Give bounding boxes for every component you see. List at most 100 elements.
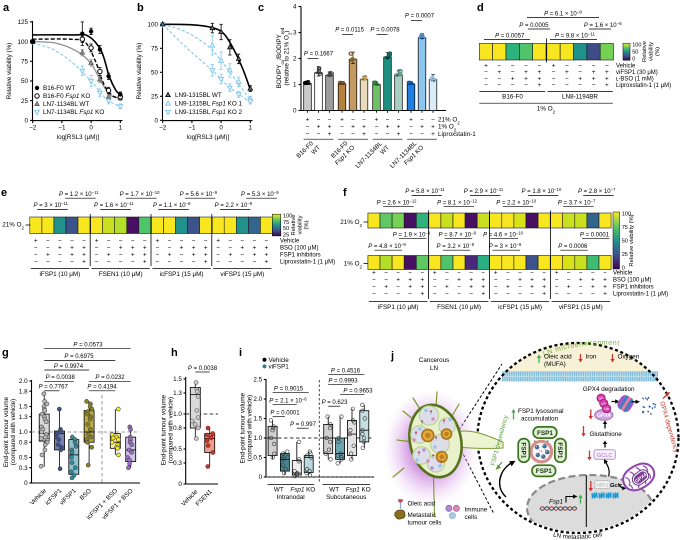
svg-text:+: + (567, 284, 571, 291)
svg-text:−: − (46, 245, 50, 252)
svg-text:P = 0.0001: P = 0.0001 (580, 233, 610, 239)
svg-text:(compared with vehicle): (compared with vehicle) (168, 397, 175, 464)
svg-text:P = 0.7767: P = 0.7767 (39, 385, 69, 391)
svg-text:−: − (457, 284, 461, 291)
svg-text:−: − (34, 252, 38, 259)
svg-text:BSO (100 μM): BSO (100 μM) (613, 278, 651, 284)
svg-text:+: + (555, 270, 559, 277)
svg-text:g: g (2, 347, 9, 359)
svg-text:viFSP1: viFSP1 (58, 487, 78, 507)
svg-text:100: 100 (147, 22, 158, 29)
svg-text:−: − (592, 63, 596, 70)
svg-text:2.0: 2.0 (19, 378, 28, 385)
svg-text:100: 100 (632, 43, 641, 49)
svg-text:−: − (445, 291, 449, 298)
svg-text:−: − (58, 259, 62, 266)
svg-text:viFSP1 (30 μM): viFSP1 (30 μM) (616, 70, 658, 76)
svg-text:−: − (240, 252, 244, 259)
svg-text:+: + (204, 252, 208, 259)
svg-text:FSP1 lysosomal: FSP1 lysosomal (518, 408, 564, 415)
svg-text:−: − (180, 252, 184, 259)
svg-text:LN7-1134BL WT: LN7-1134BL WT (43, 101, 89, 108)
svg-text:−: − (46, 238, 50, 245)
svg-text:−: − (386, 117, 390, 124)
svg-text:−2: −2 (29, 124, 37, 131)
svg-text:−: − (457, 270, 461, 277)
svg-text:viFSP1: viFSP1 (269, 364, 290, 371)
svg-text:−: − (420, 131, 424, 138)
svg-text:P = 0.4516: P = 0.4516 (331, 369, 361, 375)
svg-text:−: − (58, 238, 62, 245)
svg-text:ʟ-BSO (1 mM): ʟ-BSO (1 mM) (616, 77, 654, 83)
svg-text:−: − (506, 270, 510, 277)
svg-text:1.5: 1.5 (173, 376, 182, 383)
svg-text:+: + (82, 245, 86, 252)
svg-text:P = 6.1 × 10−8: P = 6.1 × 10−8 (544, 9, 582, 17)
svg-text:Intranodal: Intranodal (277, 494, 305, 501)
svg-text:−: − (530, 291, 534, 298)
svg-text:−: − (317, 131, 321, 138)
svg-text:−: − (340, 124, 344, 131)
svg-text:B16-F0 Fsp1 KO: B16-F0 Fsp1 KO (43, 93, 90, 100)
svg-text:End-point tumour volume: End-point tumour volume (161, 394, 168, 465)
svg-text:LN7-1134BL Fsp1 KO: LN7-1134BL Fsp1 KO (43, 109, 104, 116)
svg-text:1.5: 1.5 (253, 416, 262, 423)
svg-text:+: + (240, 245, 244, 252)
svg-text:P = 2.1 × 10−6: P = 2.1 × 10−6 (269, 396, 307, 405)
svg-text:P = 1.6 × 10−6: P = 1.6 × 10−6 (584, 20, 622, 29)
svg-text:log[RSL3 (μM)]: log[RSL3 (μM)] (187, 134, 230, 141)
svg-text:0: 0 (89, 124, 93, 131)
svg-text:c: c (258, 2, 264, 14)
svg-text:+: + (82, 259, 86, 266)
svg-text:+: + (58, 245, 62, 252)
svg-text:−: − (506, 291, 510, 298)
svg-text:0: 0 (24, 118, 28, 125)
svg-text:−: − (306, 124, 310, 131)
svg-text:+: + (192, 252, 196, 259)
svg-text:P = 0.4194: P = 0.4194 (87, 385, 117, 391)
svg-text:25: 25 (622, 252, 628, 258)
svg-text:+: + (253, 245, 257, 252)
svg-text:1.3: 1.3 (19, 414, 28, 421)
svg-text:75: 75 (283, 220, 289, 226)
svg-text:−: − (511, 63, 515, 70)
svg-text:icFSP1 (15 μM): icFSP1 (15 μM) (160, 271, 204, 278)
svg-text:+: + (34, 238, 38, 245)
svg-text:−: − (518, 284, 522, 291)
svg-text:−: − (555, 277, 559, 284)
svg-text:P = 0.997: P = 0.997 (290, 422, 317, 428)
svg-text:21% O2: 21% O2 (340, 219, 362, 228)
svg-text:+: + (396, 277, 400, 284)
svg-text:−: − (567, 270, 571, 277)
svg-text:1% O2: 1% O2 (344, 261, 363, 270)
svg-text:+: + (143, 252, 147, 259)
svg-text:+: + (603, 284, 607, 291)
svg-text:B16-F0: B16-F0 (502, 94, 523, 101)
svg-text:+: + (603, 291, 607, 298)
svg-text:+: + (70, 245, 74, 252)
svg-text:+: + (131, 252, 135, 259)
svg-text:LN metastatic cell: LN metastatic cell (552, 531, 602, 540)
svg-text:(compared with vehicle): (compared with vehicle) (247, 395, 254, 462)
svg-text:viFSP1 (15 μM): viFSP1 (15 μM) (220, 271, 264, 278)
svg-text:0.5: 0.5 (253, 455, 262, 462)
svg-text:−: − (409, 131, 413, 138)
svg-text:Ub: Ub (599, 397, 604, 401)
svg-text:−: − (542, 270, 546, 277)
svg-text:−: − (204, 238, 208, 245)
svg-text:−: − (469, 270, 473, 277)
svg-text:+: + (409, 117, 413, 124)
svg-text:−: − (82, 238, 86, 245)
svg-text:−1: −1 (188, 124, 196, 131)
svg-text:−: − (46, 259, 50, 266)
svg-text:−: − (408, 270, 412, 277)
svg-text:(%): (%) (304, 220, 310, 229)
svg-text:P = 3 × 10−11: P = 3 × 10−11 (33, 201, 68, 210)
svg-text:+: + (592, 69, 596, 76)
svg-text:−: − (107, 259, 111, 266)
svg-text:0: 0 (293, 108, 297, 115)
svg-text:0: 0 (154, 118, 158, 125)
svg-text:−: − (372, 284, 376, 291)
svg-text:1.0: 1.0 (173, 411, 182, 418)
svg-text:+: + (506, 284, 510, 291)
